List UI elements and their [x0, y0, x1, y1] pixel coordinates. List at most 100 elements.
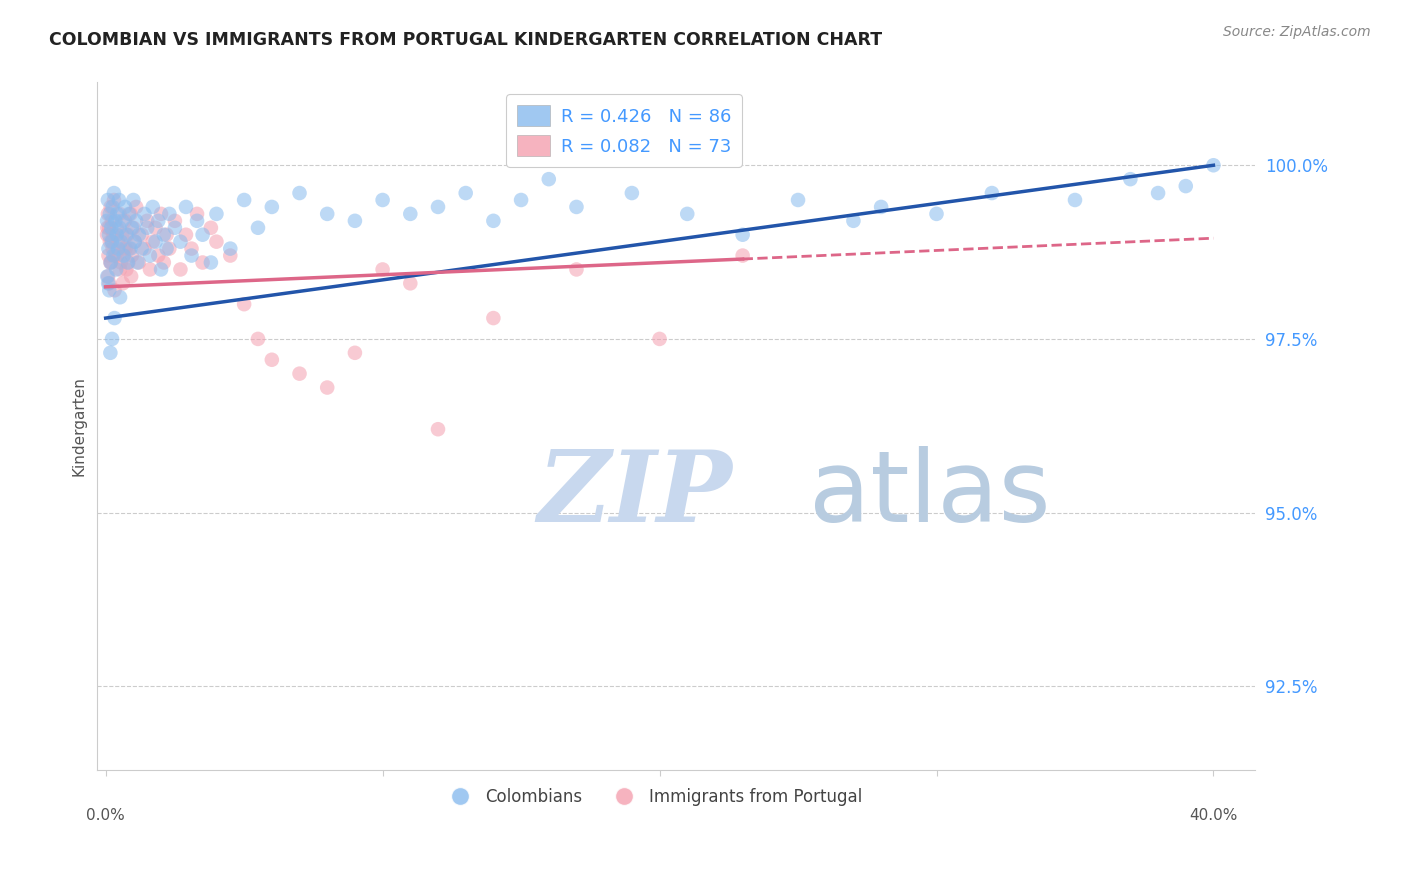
Text: atlas: atlas — [810, 446, 1050, 543]
Point — [139, 249, 162, 263]
Point — [139, 262, 162, 277]
Point — [1064, 193, 1087, 207]
Point — [136, 220, 159, 235]
Text: 40.0%: 40.0% — [1189, 808, 1237, 823]
Point — [125, 200, 148, 214]
Point — [105, 227, 128, 242]
Point — [103, 283, 125, 297]
Point — [103, 186, 125, 200]
Point — [108, 193, 131, 207]
Point — [148, 214, 170, 228]
Point — [155, 227, 177, 242]
Point — [120, 207, 142, 221]
Point — [97, 277, 120, 291]
Point — [100, 220, 122, 235]
Point — [118, 242, 141, 256]
Point — [96, 269, 118, 284]
Point — [125, 214, 148, 228]
Point — [233, 193, 256, 207]
Point — [288, 186, 311, 200]
Point — [205, 235, 228, 249]
Point — [371, 262, 394, 277]
Point — [103, 249, 125, 263]
Point — [142, 200, 165, 214]
Point — [115, 262, 138, 277]
Point — [870, 200, 893, 214]
Point — [246, 220, 269, 235]
Point — [107, 242, 129, 256]
Point — [128, 227, 150, 242]
Point — [150, 207, 173, 221]
Point — [174, 227, 197, 242]
Point — [101, 235, 124, 249]
Point — [104, 214, 127, 228]
Point — [191, 227, 214, 242]
Point — [120, 242, 142, 256]
Point — [316, 207, 339, 221]
Point — [114, 242, 136, 256]
Point — [97, 249, 120, 263]
Point — [169, 262, 191, 277]
Point — [103, 193, 125, 207]
Point — [108, 207, 131, 221]
Point — [100, 235, 122, 249]
Point — [97, 207, 120, 221]
Point — [111, 214, 134, 228]
Point — [169, 235, 191, 249]
Point — [101, 200, 124, 214]
Point — [180, 242, 202, 256]
Point — [1147, 186, 1170, 200]
Point — [150, 262, 173, 277]
Point — [288, 367, 311, 381]
Point — [482, 311, 505, 326]
Point — [112, 242, 135, 256]
Point — [105, 262, 128, 277]
Point — [343, 214, 366, 228]
Point — [565, 200, 588, 214]
Point — [399, 207, 422, 221]
Point — [1202, 158, 1225, 172]
Point — [124, 235, 146, 249]
Point — [117, 255, 139, 269]
Text: COLOMBIAN VS IMMIGRANTS FROM PORTUGAL KINDERGARTEN CORRELATION CHART: COLOMBIAN VS IMMIGRANTS FROM PORTUGAL KI… — [49, 31, 883, 49]
Point — [219, 242, 242, 256]
Point — [98, 207, 121, 221]
Point — [980, 186, 1002, 200]
Point — [100, 200, 122, 214]
Point — [246, 332, 269, 346]
Point — [124, 235, 146, 249]
Point — [454, 186, 477, 200]
Point — [648, 332, 671, 346]
Point — [104, 249, 127, 263]
Point — [97, 269, 120, 284]
Point — [925, 207, 948, 221]
Text: Source: ZipAtlas.com: Source: ZipAtlas.com — [1223, 25, 1371, 39]
Point — [482, 214, 505, 228]
Point — [98, 255, 121, 269]
Point — [98, 283, 121, 297]
Point — [117, 255, 139, 269]
Point — [316, 380, 339, 394]
Point — [131, 227, 153, 242]
Point — [105, 249, 128, 263]
Point — [96, 214, 118, 228]
Point — [100, 214, 122, 228]
Point — [105, 220, 128, 235]
Point — [163, 214, 186, 228]
Point — [233, 297, 256, 311]
Text: 0.0%: 0.0% — [86, 808, 125, 823]
Point — [103, 311, 125, 326]
Point — [111, 227, 134, 242]
Point — [157, 242, 180, 256]
Point — [110, 235, 132, 249]
Point — [136, 214, 159, 228]
Point — [98, 227, 121, 242]
Point — [127, 255, 149, 269]
Point — [134, 242, 156, 256]
Point — [98, 235, 121, 249]
Point — [103, 227, 125, 242]
Point — [153, 227, 176, 242]
Point — [98, 346, 121, 360]
Point — [120, 269, 142, 284]
Point — [731, 227, 754, 242]
